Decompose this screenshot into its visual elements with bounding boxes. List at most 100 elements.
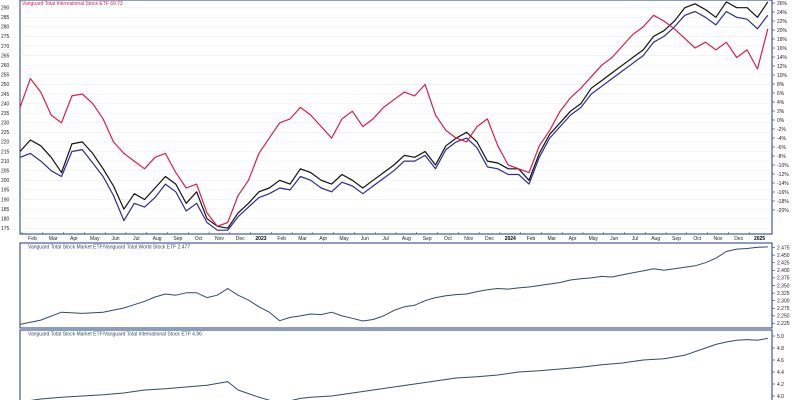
x-month-label: Feb bbox=[277, 236, 286, 242]
x-month-label: Aug bbox=[402, 236, 411, 242]
series-line-1 bbox=[19, 10, 769, 231]
left-tick-label: 230 bbox=[1, 121, 10, 127]
right-tick-label: 4% bbox=[777, 100, 785, 106]
x-month-label: Jul bbox=[632, 236, 638, 242]
right-tick-label: -2% bbox=[777, 127, 786, 133]
x-month-label: Dec bbox=[734, 236, 743, 242]
x-month-label: Feb bbox=[527, 236, 536, 242]
right-tick-label: 2.275 bbox=[777, 306, 790, 312]
right-tick-label: 12% bbox=[777, 64, 788, 70]
x-month-label: Sep bbox=[672, 236, 681, 242]
legend-ratio-world: Vanguard Total Stock Market ETF/Vanguard… bbox=[28, 245, 190, 251]
left-tick-label: 200 bbox=[1, 178, 10, 184]
left-tick-label: 255 bbox=[1, 73, 10, 79]
right-tick-label: 4.2 bbox=[777, 382, 784, 388]
x-month-label: Sep bbox=[423, 236, 432, 242]
legend-ratio-international: Vanguard Total Stock Market ETF/Vanguard… bbox=[28, 332, 202, 338]
right-tick-label: 14% bbox=[777, 55, 788, 61]
right-tick-label: 4.0 bbox=[777, 394, 784, 400]
left-tick-label: 280 bbox=[1, 25, 10, 31]
x-month-label: Mar bbox=[49, 236, 58, 242]
right-tick-label: 18% bbox=[777, 37, 788, 43]
left-tick-label: 215 bbox=[1, 149, 10, 155]
right-tick-label: -18% bbox=[777, 199, 789, 205]
legend-international-stock: Vanguard Total International Stock ETF 6… bbox=[22, 1, 123, 7]
x-month-label: Jun bbox=[361, 236, 369, 242]
right-tick-label: 8% bbox=[777, 82, 785, 88]
right-tick-label: -4% bbox=[777, 136, 786, 142]
series-line-0 bbox=[19, 1, 769, 229]
x-month-label: Apr bbox=[569, 236, 577, 242]
right-tick-label: -12% bbox=[777, 172, 789, 178]
left-tick-label: 290 bbox=[1, 5, 10, 11]
right-tick-label: 20% bbox=[777, 28, 788, 34]
left-tick-label: 175 bbox=[1, 226, 10, 232]
right-tick-label: -10% bbox=[777, 163, 789, 169]
left-tick-label: 195 bbox=[1, 188, 10, 194]
x-month-label: Dec bbox=[236, 236, 245, 242]
right-tick-label: 2.450 bbox=[777, 253, 790, 259]
right-tick-label: 6% bbox=[777, 91, 785, 97]
x-month-label: Mar bbox=[547, 236, 556, 242]
x-month-label: Aug bbox=[651, 236, 660, 242]
left-tick-label: 185 bbox=[1, 207, 10, 213]
left-tick-label: 265 bbox=[1, 53, 10, 59]
right-tick-label: 5.0 bbox=[777, 334, 784, 340]
series-line-2 bbox=[19, 14, 769, 227]
right-tick-label: 4.4 bbox=[777, 370, 784, 376]
left-tick-label: 220 bbox=[1, 140, 10, 146]
ratio-international-series bbox=[30, 337, 768, 400]
right-tick-label: 2.250 bbox=[777, 314, 790, 320]
right-tick-label: 26% bbox=[777, 1, 788, 7]
left-tick-label: 210 bbox=[1, 159, 10, 165]
x-month-label: Feb bbox=[28, 236, 37, 242]
right-tick-label: 24% bbox=[777, 10, 788, 16]
x-month-label: Apr bbox=[319, 236, 327, 242]
x-month-label: May bbox=[339, 236, 349, 242]
right-tick-label: 22% bbox=[777, 19, 788, 25]
right-tick-label: -6% bbox=[777, 145, 786, 151]
x-month-label: Jul bbox=[382, 236, 388, 242]
x-month-label: Mar bbox=[298, 236, 307, 242]
left-tick-label: 190 bbox=[1, 197, 10, 203]
right-tick-label: 2.375 bbox=[777, 276, 790, 282]
x-year-label: 2024 bbox=[505, 236, 516, 242]
x-month-label: Oct bbox=[195, 236, 203, 242]
x-month-label: Nov bbox=[215, 236, 224, 242]
ratio-international-panel: Vanguard Total Stock Market ETF/Vanguard… bbox=[19, 329, 784, 400]
month-axis-labels: Feb Mar Apr May Jun Jul Aug Sep Oct Nov Dec 2023 Feb… bbox=[21, 232, 765, 242]
right-tick-label: 2.300 bbox=[777, 298, 790, 304]
x-year-label: 2023 bbox=[255, 236, 266, 242]
right-tick-label: -20% bbox=[777, 208, 789, 214]
right-tick-label: 2.425 bbox=[777, 261, 790, 267]
x-year-label: 2025 bbox=[754, 236, 765, 242]
x-month-label: Aug bbox=[153, 236, 162, 242]
right-tick-label: -8% bbox=[777, 154, 786, 160]
right-tick-label: -16% bbox=[777, 190, 789, 196]
x-month-label: May bbox=[589, 236, 599, 242]
price-right-axis-ticks: 26% 24% 22% 20% 18% 16% 14% 12% 10% 8% 6% 4% 2% 0% -2%… bbox=[772, 1, 789, 214]
price-panel: Vanguard Total International Stock ETF 6… bbox=[1, 0, 789, 242]
x-month-label: Apr bbox=[70, 236, 78, 242]
right-tick-label: 4.6 bbox=[777, 358, 784, 364]
right-tick-label: 0% bbox=[777, 118, 785, 124]
x-month-label: May bbox=[90, 236, 100, 242]
x-month-label: Dec bbox=[485, 236, 494, 242]
right-tick-label: 10% bbox=[777, 73, 788, 79]
left-tick-label: 260 bbox=[1, 63, 10, 69]
right-tick-label: 2.400 bbox=[777, 268, 790, 274]
right-tick-label: 4.8 bbox=[777, 346, 784, 352]
left-tick-label: 205 bbox=[1, 169, 10, 175]
price-series bbox=[19, 1, 769, 231]
right-tick-label: 2.325 bbox=[777, 291, 790, 297]
left-tick-label: 245 bbox=[1, 92, 10, 98]
right-tick-label: 2% bbox=[777, 109, 785, 115]
x-month-label: Oct bbox=[693, 236, 701, 242]
x-month-label: Jul bbox=[133, 236, 139, 242]
ratio-international-right-axis-ticks: 5.0 4.8 4.6 4.4 4.2 4.0 bbox=[772, 334, 784, 400]
right-tick-label: -14% bbox=[777, 181, 789, 187]
right-tick-label: 16% bbox=[777, 46, 788, 52]
x-month-label: Oct bbox=[444, 236, 452, 242]
